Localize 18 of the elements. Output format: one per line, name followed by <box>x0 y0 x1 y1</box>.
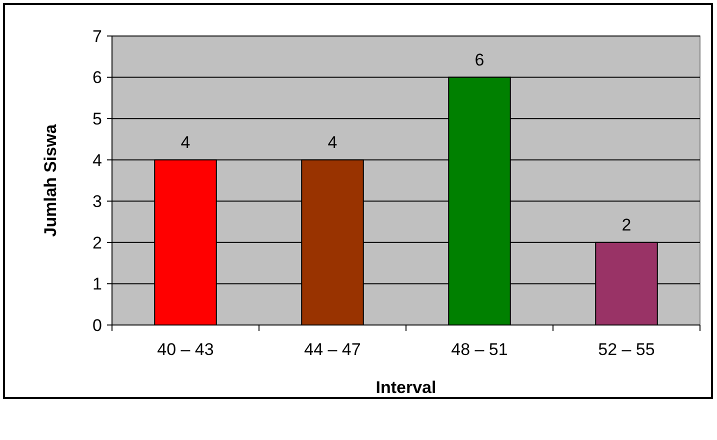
y-tick-label: 1 <box>92 274 102 294</box>
x-tick-label: 40 – 43 <box>157 340 214 359</box>
data-label: 4 <box>328 132 338 152</box>
y-tick-label: 0 <box>92 316 102 335</box>
y-tick-label: 7 <box>92 26 102 46</box>
data-label: 4 <box>180 132 190 152</box>
data-label: 2 <box>622 215 632 234</box>
x-tick-label: 52 – 55 <box>598 340 655 359</box>
y-tick-label: 2 <box>92 233 102 252</box>
data-label: 6 <box>474 50 484 70</box>
x-tick-label: 48 – 51 <box>451 340 508 359</box>
x-axis-title: Interval <box>376 378 436 397</box>
y-tick-label: 5 <box>92 110 102 129</box>
x-tick-label: 44 – 47 <box>304 340 361 359</box>
y-tick-label: 4 <box>92 150 102 170</box>
y-tick-label: 3 <box>92 192 102 212</box>
y-axis-title: Jumlah Siswa <box>41 124 60 237</box>
y-tick-label: 6 <box>92 68 102 88</box>
